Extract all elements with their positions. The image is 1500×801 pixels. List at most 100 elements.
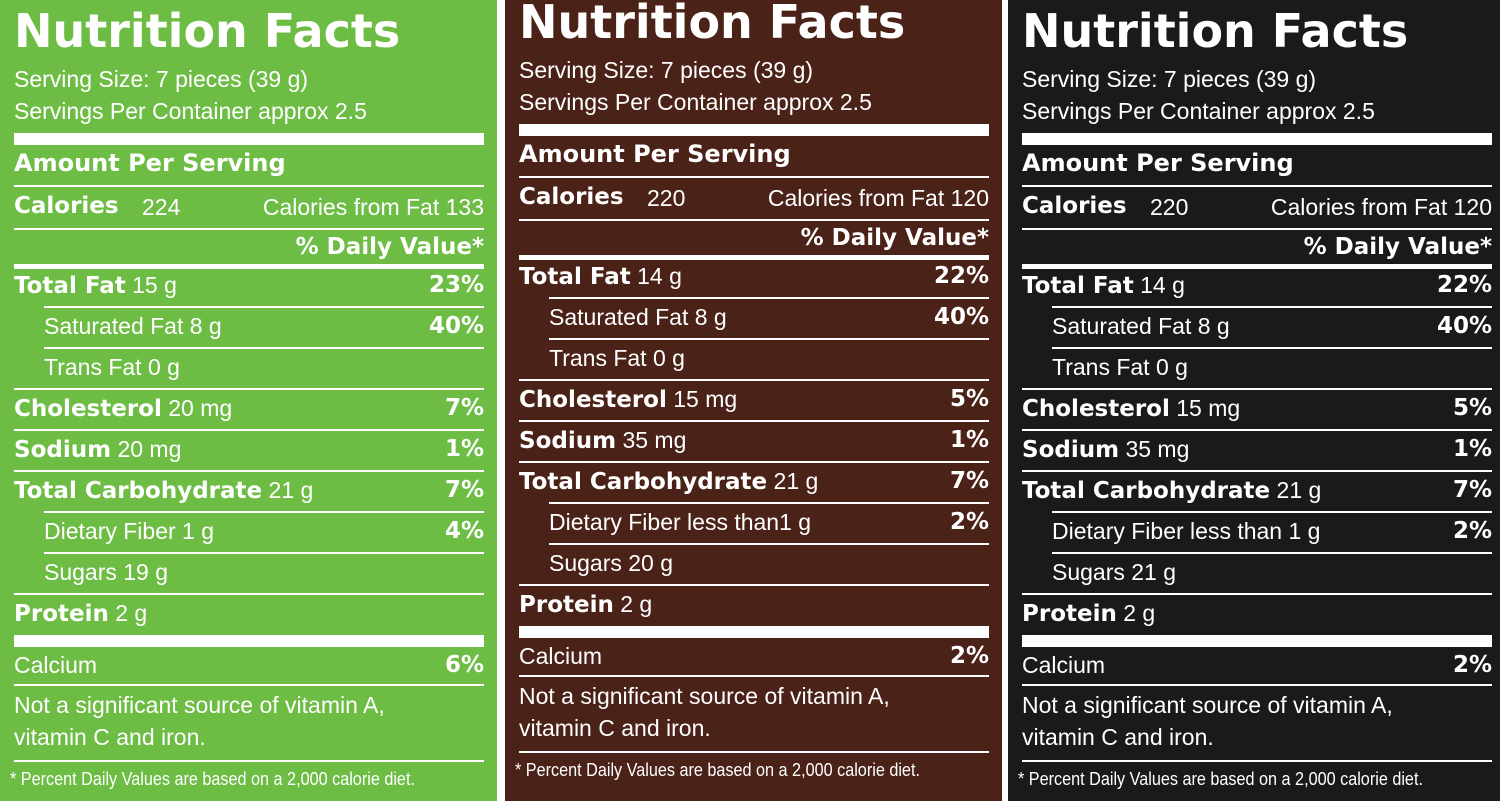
fat-calories: Calories from Fat 133 [263, 196, 484, 219]
nutrition-panel: Nutrition Facts Serving Size: 7 pieces (3… [0, 0, 497, 801]
daily-value: 5% [949, 386, 989, 412]
fat-calories: Calories from Fat 120 [1271, 196, 1492, 219]
daily-value: 5% [1452, 395, 1492, 421]
daily-value: 7% [949, 468, 989, 494]
note: vitamin C and iron. [1022, 724, 1214, 750]
calcium: 2% [949, 643, 989, 669]
nutrient: Cholesterol [1022, 396, 1170, 422]
nutrient: Total Carbohydrate [519, 469, 768, 495]
amount: 35 mg [1125, 436, 1190, 462]
rule [44, 347, 484, 349]
amount-header: Amount Per Serving [14, 149, 286, 177]
calcium-label: Calcium [14, 652, 98, 678]
rule [519, 751, 989, 753]
row-label: Total Fat 14 g [519, 265, 682, 289]
calcium-label: Calcium [1022, 652, 1106, 678]
row-label: Dietary Fiber 1 g [44, 520, 214, 543]
row-label: Cholesterol 15 mg [519, 388, 737, 412]
amount: 2 g [115, 600, 148, 626]
nutrient: Protein [14, 601, 109, 627]
calcium: 2% [1452, 652, 1492, 678]
rule [519, 219, 989, 221]
rule [519, 255, 989, 260]
row-label: Cholesterol 15 mg [1022, 397, 1240, 421]
footnote: * Percent Daily Values are based on a 2,… [1018, 769, 1423, 789]
amount: 2 g [620, 591, 653, 617]
nutrient: Protein [1022, 601, 1117, 627]
amount: 15 mg [673, 386, 738, 412]
daily-value: 40% [428, 313, 484, 339]
amount: 21 g [268, 477, 314, 503]
rule [14, 470, 484, 472]
row-label: Sodium 20 mg [14, 438, 181, 462]
row-label: Sodium 35 mg [519, 429, 686, 453]
nutrient: Trans Fat [1052, 354, 1150, 380]
title: Nutrition Facts [14, 4, 401, 58]
serving-size: Serving Size: 7 pieces (39 g) [519, 57, 814, 83]
amount: 1 g [182, 518, 215, 544]
nutrient: Dietary Fiber [549, 509, 681, 535]
serving-size: Serving Size: 7 pieces (39 g) [1022, 66, 1317, 92]
fat-calories: Calories from Fat 120 [768, 187, 989, 210]
dv-header: % Daily Value* [1303, 234, 1492, 260]
row-label: Protein 2 g [14, 602, 147, 626]
rule [14, 593, 484, 595]
daily-value: 2% [1452, 518, 1492, 544]
fat-calories-value: 133 [445, 194, 484, 220]
nutrition-panel: Nutrition Facts Serving Size: 7 pieces (3… [1008, 0, 1500, 801]
calories-label: Calories [1022, 193, 1127, 219]
calories: 220 [647, 185, 686, 211]
amount-header: Amount Per Serving [519, 140, 791, 168]
row-label: Cholesterol 20 mg [14, 397, 232, 421]
note: Not a significant source of vitamin A, [14, 692, 385, 718]
amount: 8 g [1197, 313, 1230, 339]
daily-value: 1% [444, 436, 484, 462]
daily-value: 7% [444, 395, 484, 421]
rule [519, 124, 989, 136]
rule [1052, 347, 1492, 349]
amount: 21 g [1131, 559, 1177, 585]
nutrient: Trans Fat [44, 354, 142, 380]
rule [1022, 228, 1492, 230]
nutrient: Protein [519, 592, 614, 618]
amount: less than1 g [687, 509, 812, 535]
amount: 15 mg [1176, 395, 1241, 421]
rule [519, 379, 989, 381]
rule [44, 306, 484, 308]
daily-value: 23% [428, 272, 484, 298]
nutrient: Total Carbohydrate [14, 478, 263, 504]
nutrient: Sugars [1052, 559, 1125, 585]
fat-calories-label: Calories from Fat [767, 185, 945, 211]
fat-calories-label: Calories from Fat [262, 194, 440, 220]
note: Not a significant source of vitamin A, [519, 683, 890, 709]
row-label: Dietary Fiber less than1 g [549, 511, 811, 534]
row-label: Total Carbohydrate 21 g [1022, 479, 1321, 503]
rule [1022, 684, 1492, 686]
rule [1052, 552, 1492, 554]
rule [549, 502, 989, 504]
amount: 20 mg [168, 395, 233, 421]
amount: 20 g [628, 550, 674, 576]
nutrient: Trans Fat [549, 345, 647, 371]
row-label: Total Fat 14 g [1022, 274, 1185, 298]
row-label: Sugars 19 g [44, 561, 168, 584]
row-label: Protein 2 g [1022, 602, 1155, 626]
serving-size: Serving Size: 7 pieces (39 g) [14, 66, 309, 92]
rule [1052, 306, 1492, 308]
rule [549, 338, 989, 340]
rule [44, 511, 484, 513]
nutrient: Sugars [549, 550, 622, 576]
nutrient: Saturated Fat [44, 313, 184, 339]
nutrient: Sugars [44, 559, 117, 585]
rule [14, 635, 484, 647]
note: Not a significant source of vitamin A, [1022, 692, 1393, 718]
daily-value: 1% [949, 427, 989, 453]
row-label: Sodium 35 mg [1022, 438, 1189, 462]
rule [519, 176, 989, 178]
servings: Servings Per Container approx 2.5 [14, 98, 367, 124]
rule [1022, 760, 1492, 762]
row-label: Total Carbohydrate 21 g [519, 470, 818, 494]
amount: 14 g [1140, 272, 1185, 298]
amount: 0 g [1155, 354, 1188, 380]
